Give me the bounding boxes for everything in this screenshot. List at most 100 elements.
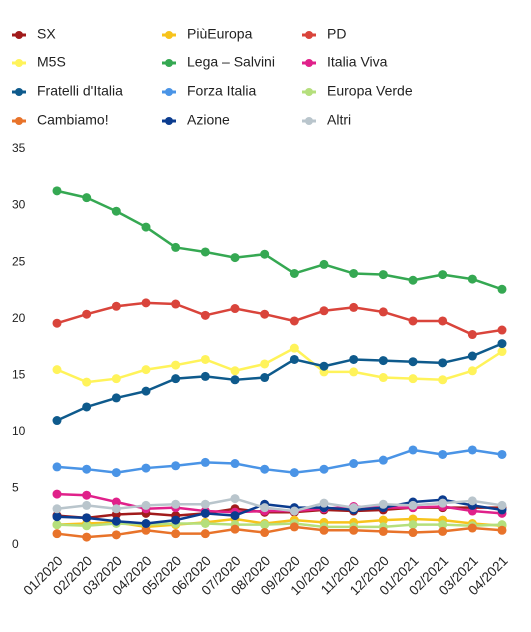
- series-line: [56, 492, 503, 515]
- series-line: [56, 342, 503, 422]
- data-point: [111, 530, 121, 540]
- data-point: [111, 504, 121, 514]
- data-point: [82, 490, 92, 500]
- series-line: [56, 497, 503, 513]
- data-point: [378, 373, 388, 383]
- data-point: [171, 529, 181, 539]
- data-point: [289, 522, 299, 532]
- data-point: [111, 301, 121, 311]
- data-point: [171, 360, 181, 370]
- data-point: [438, 498, 448, 508]
- data-point: [171, 242, 181, 252]
- series-line: [56, 522, 503, 529]
- data-point: [438, 520, 448, 530]
- data-point: [438, 526, 448, 536]
- legend-label: SX: [37, 26, 56, 42]
- data-point: [289, 468, 299, 478]
- data-point: [82, 500, 92, 510]
- legend-marker: [15, 31, 23, 39]
- data-point: [378, 515, 388, 525]
- data-point: [289, 316, 299, 326]
- data-point: [408, 316, 418, 326]
- data-point: [438, 316, 448, 326]
- series-line: [56, 448, 503, 474]
- data-point: [52, 365, 62, 375]
- legend-label: PiùEuropa: [187, 26, 253, 42]
- data-point: [200, 371, 210, 381]
- data-point: [497, 500, 507, 510]
- series-line: [56, 525, 503, 539]
- data-point: [52, 529, 62, 539]
- data-point: [497, 284, 507, 294]
- legend-marker: [165, 88, 173, 96]
- series-line: [56, 301, 503, 336]
- data-point: [82, 377, 92, 387]
- y-tick-label: 15: [12, 367, 26, 381]
- data-point: [378, 526, 388, 536]
- data-point: [349, 367, 359, 377]
- data-point: [141, 386, 151, 396]
- data-point: [82, 402, 92, 412]
- data-point: [260, 464, 270, 474]
- data-point: [82, 521, 92, 531]
- legend-marker: [15, 117, 23, 125]
- data-point: [200, 310, 210, 320]
- data-point: [141, 298, 151, 308]
- data-point: [200, 508, 210, 518]
- legend-marker: [165, 59, 173, 67]
- data-point: [171, 461, 181, 471]
- data-point: [82, 532, 92, 542]
- data-point: [289, 506, 299, 516]
- data-point: [230, 494, 240, 504]
- data-point: [171, 299, 181, 309]
- data-point: [289, 354, 299, 364]
- legend-marker: [165, 117, 173, 125]
- data-point: [378, 499, 388, 509]
- legend-label: Lega – Salvini: [187, 54, 275, 70]
- data-point: [111, 206, 121, 216]
- data-point: [319, 306, 329, 316]
- data-point: [497, 449, 507, 459]
- data-point: [111, 468, 121, 478]
- data-point: [52, 186, 62, 196]
- data-point: [438, 270, 448, 280]
- data-point: [467, 366, 477, 376]
- data-point: [408, 275, 418, 285]
- data-point: [82, 309, 92, 319]
- data-point: [467, 274, 477, 284]
- legend-label: Azione: [187, 112, 230, 128]
- data-point: [349, 268, 359, 278]
- data-point: [319, 259, 329, 269]
- data-point: [111, 497, 121, 507]
- legend-marker: [305, 31, 313, 39]
- data-point: [467, 351, 477, 361]
- legend-label: Italia Viva: [327, 54, 388, 70]
- data-point: [200, 247, 210, 257]
- data-point: [52, 520, 62, 530]
- data-point: [349, 525, 359, 535]
- data-point: [289, 268, 299, 278]
- data-point: [230, 459, 240, 469]
- data-point: [230, 366, 240, 376]
- data-point: [52, 318, 62, 328]
- data-point: [111, 516, 121, 526]
- data-point: [171, 374, 181, 384]
- legend-label: PD: [327, 26, 346, 42]
- data-point: [408, 520, 418, 530]
- legend-marker: [15, 59, 23, 67]
- series-line: [56, 498, 503, 525]
- data-point: [200, 529, 210, 539]
- y-tick-label: 20: [12, 311, 26, 325]
- data-point: [349, 459, 359, 469]
- data-point: [349, 302, 359, 312]
- data-point: [319, 361, 329, 371]
- data-point: [438, 375, 448, 385]
- data-point: [52, 462, 62, 472]
- data-point: [467, 496, 477, 506]
- data-point: [319, 464, 329, 474]
- data-point: [230, 511, 240, 521]
- series-line: [56, 346, 503, 384]
- data-point: [52, 504, 62, 514]
- data-point: [200, 519, 210, 529]
